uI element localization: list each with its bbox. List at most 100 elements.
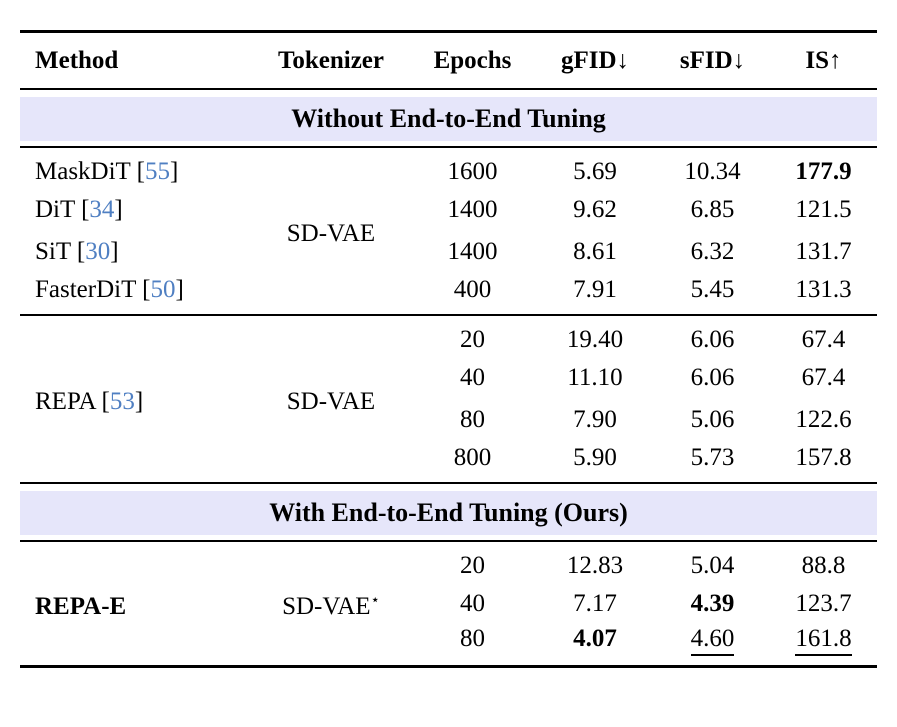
- epochs-cell: 1400: [447, 238, 498, 265]
- section-band-with: With End-to-End Tuning (Ours): [20, 483, 877, 541]
- tokenizer-cell: SD-VAE: [286, 388, 376, 415]
- table-row: REPA-E SD-VAE⋆ 20 12.83 5.04 88.8: [20, 541, 877, 619]
- is-cell: 157.8: [795, 444, 852, 471]
- results-table-container: Method Tokenizer Epochs gFID↓ sFID↓ IS↑ …: [20, 30, 877, 668]
- epochs-cell: 80: [460, 625, 485, 653]
- table-row: 40 11.10 6.06 67.4: [20, 357, 877, 399]
- is-value-second: 161.8: [795, 625, 852, 657]
- epochs-cell: 20: [460, 551, 485, 579]
- citation-number[interactable]: 53: [109, 388, 135, 415]
- is-cell: 131.7: [795, 238, 852, 265]
- citation-link[interactable]: [30]: [76, 238, 119, 265]
- method-name: REPA: [35, 388, 96, 415]
- table-row: 40 7.17 4.39 123.7: [20, 583, 877, 625]
- col-header-gfid: gFID↓: [560, 46, 630, 74]
- tokenizer-cell: SD-VAE: [286, 220, 376, 247]
- method-cell: REPA [53]: [20, 315, 252, 483]
- method-cell: DiT [34]: [20, 189, 252, 231]
- method-cell: MaskDiT [55]: [20, 147, 252, 189]
- sfid-value-best: 4.39: [690, 590, 735, 617]
- sfid-cell: 4.60: [655, 625, 770, 667]
- gfid-cell: 5.69: [573, 157, 617, 185]
- method-cell: REPA-E: [35, 592, 127, 620]
- section-title-without: Without End-to-End Tuning: [20, 96, 877, 141]
- header-row: Method Tokenizer Epochs gFID↓ sFID↓ IS↑: [20, 32, 877, 89]
- table-row: 800 5.90 5.73 157.8: [20, 441, 877, 483]
- method-name: DiT: [35, 196, 75, 223]
- sfid-cell: 6.06: [690, 325, 735, 353]
- epochs-cell: 80: [460, 406, 485, 433]
- sfid-cell: 6.06: [690, 364, 735, 391]
- is-cell: 122.6: [795, 406, 852, 433]
- gfid-cell: 5.90: [573, 444, 617, 471]
- gfid-cell: 4.07: [535, 625, 655, 667]
- gfid-cell: 19.40: [566, 325, 624, 353]
- method-name: SiT: [35, 238, 71, 265]
- is-cell: 161.8: [770, 625, 877, 667]
- method-name: FasterDiT: [35, 276, 136, 303]
- epochs-cell: 800: [453, 444, 492, 471]
- is-cell: 123.7: [795, 590, 852, 617]
- section-title-with: With End-to-End Tuning (Ours): [20, 490, 877, 535]
- epochs-cell: 40: [460, 364, 485, 391]
- citation-number[interactable]: 55: [144, 157, 170, 185]
- sfid-value-second: 4.60: [690, 625, 735, 657]
- gfid-cell: 8.61: [573, 238, 617, 265]
- table-row: FasterDiT [50] 400 7.91 5.45 131.3: [20, 273, 877, 315]
- results-table: Method Tokenizer Epochs gFID↓ sFID↓ IS↑ …: [20, 30, 877, 668]
- tokenizer-cell: SD-VAE⋆: [252, 541, 410, 667]
- method-cell: SiT [30]: [20, 231, 252, 273]
- sfid-cell: 5.06: [690, 406, 735, 433]
- gfid-value-best: 4.07: [573, 625, 617, 653]
- col-header-epochs: Epochs: [433, 46, 512, 74]
- col-header-tokenizer: Tokenizer: [277, 46, 385, 74]
- sfid-cell: 5.73: [690, 444, 735, 471]
- gfid-cell: 11.10: [567, 364, 623, 391]
- table-row: DiT [34] 1400 9.62 6.85 121.5: [20, 189, 877, 231]
- sfid-cell: 4.39: [655, 583, 770, 625]
- gfid-cell: 7.90: [573, 406, 617, 433]
- is-cell: 177.9: [770, 147, 877, 189]
- section-band-without: Without End-to-End Tuning: [20, 89, 877, 147]
- table-row: SiT [30] 1400 8.61 6.32 131.7: [20, 231, 877, 273]
- epochs-cell: 20: [460, 325, 485, 353]
- col-header-method: Method: [35, 46, 119, 74]
- is-cell: 67.4: [801, 325, 846, 353]
- gfid-cell: 9.62: [573, 196, 617, 223]
- star-superscript: ⋆: [370, 592, 380, 609]
- sfid-cell: 6.85: [690, 196, 735, 223]
- citation-link[interactable]: [53]: [101, 388, 144, 415]
- col-header-is: IS↑: [805, 46, 842, 74]
- table-row: 80 7.90 5.06 122.6: [20, 399, 877, 441]
- citation-link[interactable]: [55]: [136, 157, 179, 185]
- gfid-cell: 7.17: [573, 590, 617, 617]
- epochs-cell: 400: [453, 276, 492, 303]
- citation-number[interactable]: 50: [150, 276, 176, 303]
- is-cell: 67.4: [801, 364, 846, 391]
- citation-number[interactable]: 30: [85, 238, 111, 265]
- sfid-cell: 5.45: [690, 276, 735, 303]
- table-row: 80 4.07 4.60 161.8: [20, 625, 877, 667]
- method-cell: FasterDiT [50]: [20, 273, 252, 315]
- tokenizer-name: SD-VAE: [282, 592, 371, 620]
- epochs-cell: 1400: [447, 196, 498, 223]
- citation-link[interactable]: [34]: [81, 196, 123, 223]
- is-cell: 121.5: [795, 196, 852, 223]
- epochs-cell: 40: [460, 590, 485, 617]
- gfid-cell: 12.83: [566, 551, 624, 579]
- citation-link[interactable]: [50]: [142, 276, 184, 303]
- sfid-cell: 5.04: [690, 551, 735, 579]
- table-row: REPA [53] SD-VAE 20 19.40 6.06 67.4: [20, 315, 877, 415]
- gfid-cell: 7.91: [573, 276, 617, 303]
- epochs-cell: 1600: [447, 157, 498, 185]
- col-header-sfid: sFID↓: [679, 46, 746, 74]
- is-cell: 131.3: [795, 276, 852, 303]
- method-name: MaskDiT: [35, 157, 131, 185]
- table-row: MaskDiT [55] SD-VAE 1600 5.69 10.34 177.…: [20, 147, 877, 247]
- sfid-cell: 6.32: [690, 238, 735, 265]
- is-cell: 88.8: [801, 551, 846, 579]
- is-value-best: 177.9: [795, 157, 852, 185]
- sfid-cell: 10.34: [684, 157, 741, 185]
- citation-number[interactable]: 34: [89, 196, 115, 223]
